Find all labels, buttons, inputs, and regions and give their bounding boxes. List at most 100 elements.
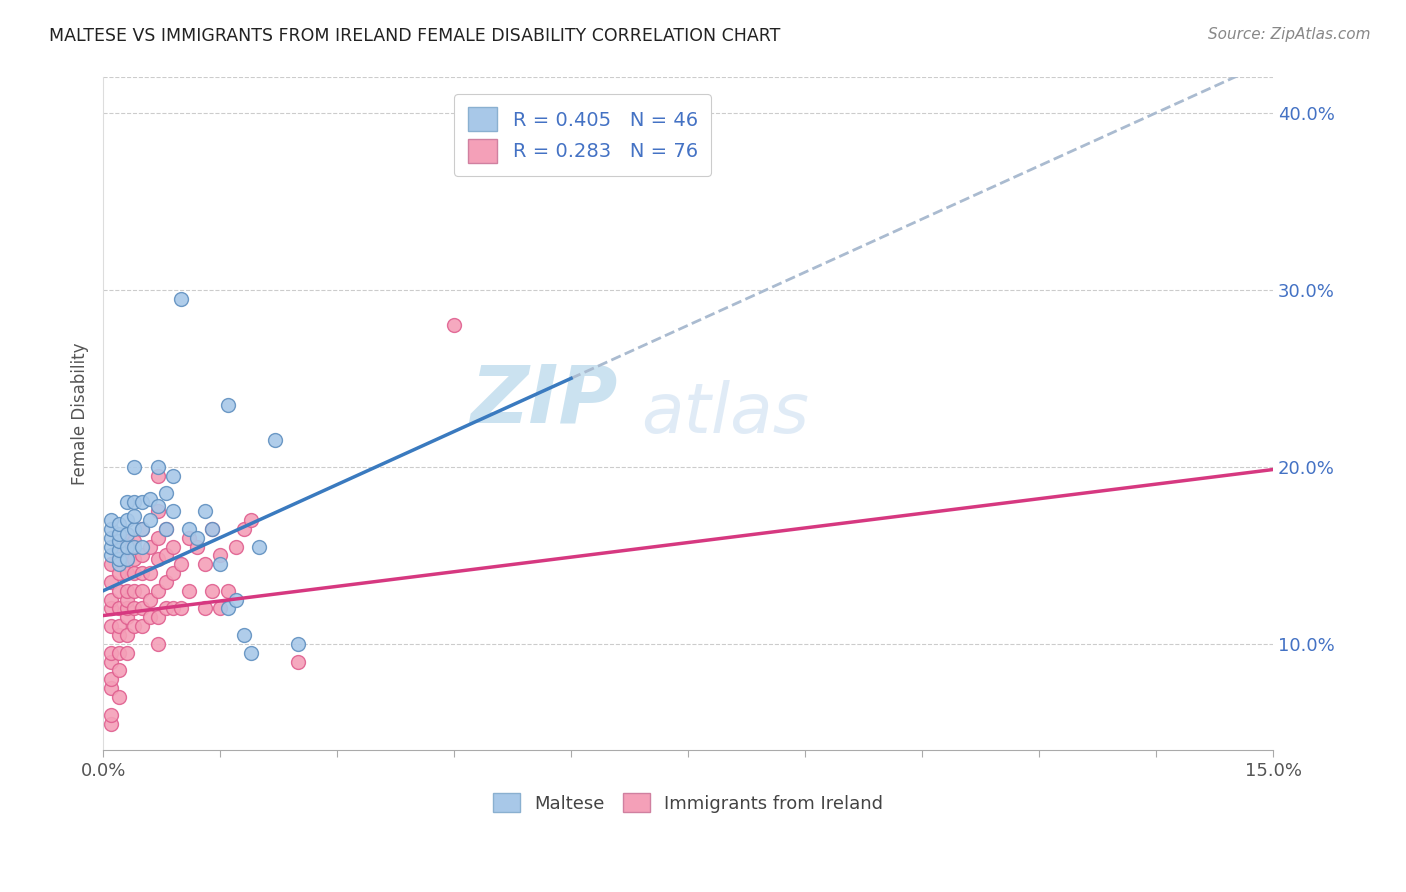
Point: [131, 619, 153, 633]
Point: [100, 574, 122, 589]
Point: [100, 531, 122, 545]
Point: [131, 549, 153, 563]
Point: [100, 540, 122, 554]
Point: [146, 504, 169, 518]
Point: [107, 664, 129, 678]
Point: [124, 540, 146, 554]
Point: [170, 601, 193, 615]
Point: [139, 566, 162, 580]
Point: [155, 601, 177, 615]
Point: [201, 522, 224, 536]
Point: [131, 566, 153, 580]
Point: [139, 491, 162, 506]
Point: [124, 583, 146, 598]
Point: [217, 583, 239, 598]
Point: [193, 504, 215, 518]
Point: [115, 513, 138, 527]
Point: [131, 601, 153, 615]
Point: [100, 707, 122, 722]
Point: [107, 516, 129, 531]
Point: [107, 619, 129, 633]
Point: [146, 637, 169, 651]
Point: [115, 552, 138, 566]
Point: [107, 543, 129, 558]
Point: [100, 619, 122, 633]
Point: [162, 566, 184, 580]
Point: [177, 583, 200, 598]
Point: [131, 522, 153, 536]
Legend: Maltese, Immigrants from Ireland: Maltese, Immigrants from Ireland: [484, 784, 893, 822]
Point: [155, 522, 177, 536]
Point: [107, 583, 129, 598]
Point: [115, 628, 138, 642]
Point: [100, 655, 122, 669]
Y-axis label: Female Disability: Female Disability: [72, 343, 89, 485]
Point: [146, 552, 169, 566]
Point: [139, 610, 162, 624]
Point: [100, 646, 122, 660]
Point: [131, 540, 153, 554]
Point: [100, 601, 122, 615]
Point: [100, 558, 122, 572]
Point: [115, 646, 138, 660]
Point: [240, 513, 263, 527]
Point: [107, 558, 129, 572]
Point: [124, 552, 146, 566]
Point: [131, 522, 153, 536]
Point: [100, 522, 122, 536]
Point: [170, 558, 193, 572]
Point: [209, 558, 232, 572]
Point: [225, 592, 247, 607]
Point: [124, 509, 146, 524]
Point: [287, 637, 309, 651]
Point: [139, 513, 162, 527]
Point: [107, 628, 129, 642]
Point: [177, 531, 200, 545]
Point: [146, 459, 169, 474]
Point: [287, 655, 309, 669]
Point: [146, 468, 169, 483]
Text: atlas: atlas: [641, 380, 810, 447]
Point: [124, 619, 146, 633]
Point: [107, 566, 129, 580]
Point: [155, 574, 177, 589]
Point: [107, 601, 129, 615]
Point: [201, 522, 224, 536]
Point: [146, 610, 169, 624]
Point: [107, 646, 129, 660]
Point: [107, 534, 129, 549]
Text: MALTESE VS IMMIGRANTS FROM IRELAND FEMALE DISABILITY CORRELATION CHART: MALTESE VS IMMIGRANTS FROM IRELAND FEMAL…: [49, 27, 780, 45]
Point: [263, 434, 285, 448]
Point: [217, 601, 239, 615]
Point: [131, 495, 153, 509]
Point: [124, 522, 146, 536]
Point: [146, 583, 169, 598]
Point: [155, 549, 177, 563]
Point: [100, 716, 122, 731]
Point: [232, 522, 254, 536]
Point: [162, 540, 184, 554]
Point: [193, 601, 215, 615]
Point: [209, 601, 232, 615]
Point: [115, 592, 138, 607]
Point: [217, 398, 239, 412]
Point: [100, 592, 122, 607]
Point: [124, 566, 146, 580]
Point: [162, 601, 184, 615]
Point: [186, 531, 208, 545]
Point: [115, 601, 138, 615]
Point: [107, 690, 129, 704]
Point: [115, 534, 138, 549]
Point: [124, 534, 146, 549]
Point: [100, 673, 122, 687]
Point: [124, 459, 146, 474]
Point: [162, 468, 184, 483]
Point: [443, 318, 465, 333]
Point: [131, 583, 153, 598]
Point: [162, 504, 184, 518]
Point: [240, 646, 263, 660]
Point: [146, 531, 169, 545]
Point: [201, 583, 224, 598]
Point: [100, 681, 122, 695]
Point: [100, 513, 122, 527]
